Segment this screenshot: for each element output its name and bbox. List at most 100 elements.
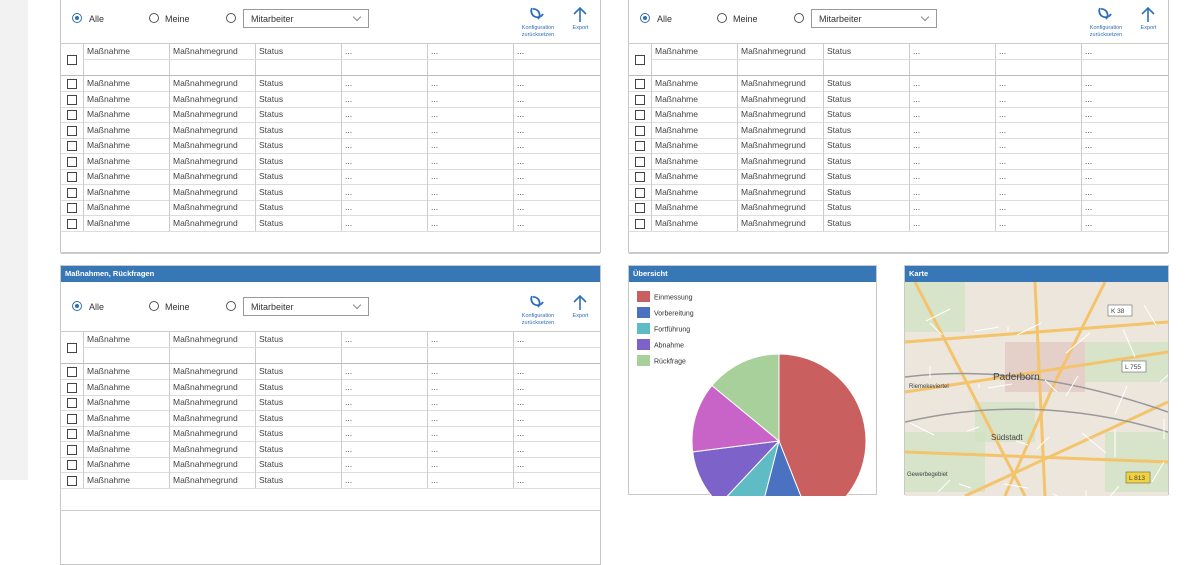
row-checkbox[interactable] [67, 141, 77, 151]
row-checkbox[interactable] [635, 218, 645, 229]
row-checkbox[interactable] [67, 156, 77, 167]
table-cell: ... [909, 138, 995, 154]
table-cell: ... [995, 76, 1081, 92]
radio-mine[interactable] [717, 13, 727, 23]
table-cell: Status [255, 395, 341, 411]
row-rule [61, 199, 600, 201]
header-checkbox[interactable] [67, 55, 77, 65]
row-checkbox[interactable] [67, 203, 77, 213]
radio-all[interactable] [72, 301, 82, 311]
row-checkbox[interactable] [67, 475, 77, 486]
row-rule [61, 230, 600, 232]
table-cell: Maßnahmegrund [169, 472, 255, 488]
table-cell: Status [823, 200, 909, 216]
staff-dropdown[interactable]: Mitarbeiter [243, 9, 369, 28]
table-cell: Maßnahme [651, 200, 737, 216]
data-table: Maßnahme Maßnahmegrund Status......... Maßn… [61, 43, 600, 254]
radio-mine[interactable] [149, 301, 159, 311]
reset-button[interactable]: Konfiguration zurücksetzen [1089, 25, 1123, 38]
table-cell: ... [909, 200, 995, 216]
map-street [909, 422, 935, 436]
chart-title: Übersicht [633, 269, 668, 278]
row-checkbox[interactable] [67, 429, 77, 439]
table-cell: ... [513, 410, 599, 426]
row-checkbox[interactable] [67, 172, 77, 182]
row-checkbox[interactable] [67, 367, 77, 377]
dropdown-caret [352, 300, 362, 310]
export-icon [573, 6, 587, 22]
radio-all[interactable] [640, 13, 650, 23]
radio-label: Meine [165, 302, 190, 312]
legend-label: Abnahme [654, 343, 684, 350]
table-cell: Maßnahmegrund [169, 215, 255, 231]
table-cell: Maßnahme [83, 472, 169, 488]
row-checkbox[interactable] [67, 413, 77, 424]
row-checkbox[interactable] [67, 187, 77, 198]
table-cell: ... [513, 91, 599, 107]
row-checkbox[interactable] [635, 187, 645, 198]
row-checkbox[interactable] [635, 94, 645, 105]
export-button[interactable]: Export [1140, 25, 1157, 31]
radio-staff[interactable] [226, 13, 236, 23]
table-cell: ... [427, 122, 513, 138]
filter-row [651, 59, 1168, 60]
map-road [905, 450, 1168, 464]
table-cell: Maßnahme [651, 169, 737, 185]
radio-all[interactable] [72, 13, 82, 23]
row-checkbox[interactable] [67, 218, 77, 229]
table-cell: Maßnahmegrund [737, 76, 823, 92]
table-cell: ... [1081, 138, 1167, 154]
row-checkbox[interactable] [635, 141, 645, 151]
table-cell: ... [513, 122, 599, 138]
table-cell: Maßnahme [83, 200, 169, 216]
map[interactable]: Paderborn K 38 L 755 Südstadt Riemekeviertel… [905, 282, 1168, 496]
row-rule [629, 230, 1168, 232]
map-road [905, 350, 1168, 394]
table-cell: ... [909, 169, 995, 185]
header-checkbox[interactable] [635, 55, 645, 65]
panel-header: Übersicht [629, 266, 876, 282]
row-checkbox[interactable] [67, 398, 77, 408]
pie-slice [778, 353, 867, 496]
table-cell: ... [427, 107, 513, 123]
reset-button[interactable]: Konfiguration zurücksetzen [521, 25, 555, 38]
row-rule [629, 153, 1168, 154]
table-cell: ... [909, 184, 995, 200]
radio-staff[interactable] [226, 301, 236, 311]
sidebar [0, 0, 28, 480]
row-checkbox[interactable] [67, 110, 77, 120]
dropdown-label: Mitarbeiter [251, 302, 294, 312]
pie-slice [711, 353, 780, 443]
table-cell: ... [513, 200, 599, 216]
row-checkbox[interactable] [67, 460, 77, 470]
row-rule [61, 106, 600, 108]
table-cell: ... [513, 215, 599, 231]
row-checkbox[interactable] [635, 203, 645, 213]
row-checkbox[interactable] [635, 110, 645, 120]
staff-dropdown[interactable]: Mitarbeiter [243, 297, 369, 316]
header-checkbox[interactable] [67, 343, 77, 353]
overview-panel: Übersicht Einmessung Vorbereitung Fortführu… [628, 265, 877, 496]
radio-staff[interactable] [794, 13, 804, 23]
row-checkbox[interactable] [635, 156, 645, 167]
row-checkbox[interactable] [67, 444, 77, 455]
row-checkbox[interactable] [635, 79, 645, 89]
staff-dropdown[interactable]: Mitarbeiter [811, 9, 937, 28]
export-button[interactable]: Export [572, 25, 589, 31]
table-panel: Alle Meine Mitarbeiter Konfiguration zurück… [628, 0, 1169, 254]
export-button[interactable]: Export [572, 313, 589, 319]
row-checkbox[interactable] [635, 172, 645, 182]
table-cell: ... [427, 457, 513, 473]
radio-mine[interactable] [149, 13, 159, 23]
row-checkbox[interactable] [67, 125, 77, 136]
row-checkbox[interactable] [67, 79, 77, 89]
filter-row [83, 347, 600, 348]
row-checkbox[interactable] [67, 94, 77, 105]
table-cell: ... [427, 410, 513, 426]
row-checkbox[interactable] [635, 125, 645, 136]
table-panel: Alle Meine Mitarbeiter Konfiguration zurück… [60, 0, 601, 254]
row-rule [629, 122, 1168, 123]
row-checkbox[interactable] [67, 382, 77, 393]
reset-button[interactable]: Konfiguration zurücksetzen [521, 313, 555, 326]
table-cell: Status [255, 200, 341, 216]
